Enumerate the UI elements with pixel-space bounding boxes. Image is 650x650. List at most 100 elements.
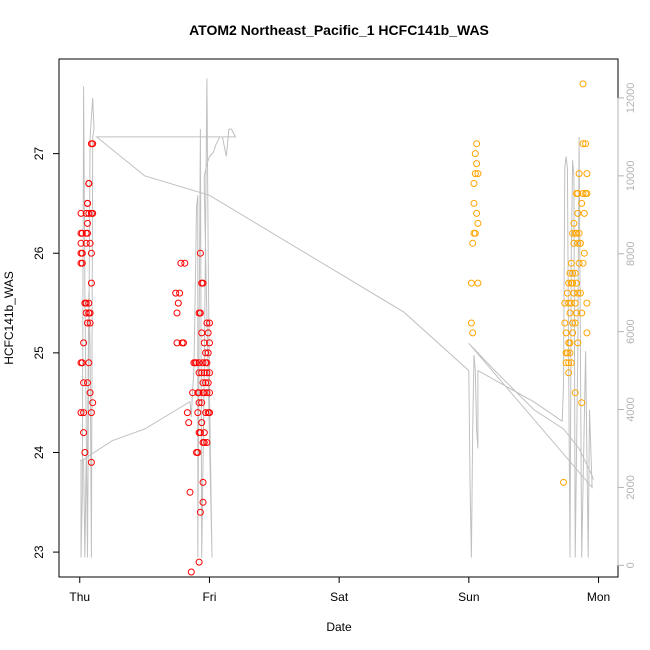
x-axis-label: Date — [326, 620, 352, 634]
data-point — [576, 239, 584, 247]
y2-tick-label: 4000 — [625, 397, 637, 421]
data-point — [574, 239, 582, 247]
y-tick-label: 27 — [32, 147, 46, 161]
data-point — [89, 140, 97, 148]
data-point — [206, 369, 213, 377]
data-point — [80, 409, 88, 417]
data-point — [565, 279, 573, 287]
data-point — [199, 279, 207, 287]
data-point — [82, 309, 90, 317]
data-point — [195, 369, 203, 377]
data-point — [176, 289, 184, 297]
y2-tick-label: 2000 — [625, 475, 637, 499]
data-point — [203, 319, 211, 327]
data-point — [200, 389, 208, 397]
y2-tick-label: 0 — [625, 562, 637, 568]
data-point — [82, 299, 90, 307]
data-point — [571, 389, 579, 397]
data-point — [578, 309, 586, 317]
data-point — [195, 558, 203, 566]
data-point — [202, 359, 210, 367]
data-point — [195, 389, 203, 397]
data-point — [85, 180, 93, 187]
data-point — [578, 199, 586, 207]
data-point — [198, 399, 206, 407]
data-point — [575, 229, 583, 237]
chart-title: ATOM2 Northeast_Pacific_1 HCFC141b_WAS — [189, 22, 489, 38]
data-point — [200, 429, 208, 437]
series-orange — [467, 80, 591, 486]
data-point — [81, 449, 89, 456]
data-point — [580, 209, 588, 217]
y-axis-right: 0 2000 4000 6000 8000 10000 12000 — [617, 83, 637, 568]
data-point — [86, 319, 94, 327]
data-point — [77, 209, 85, 217]
data-point — [571, 299, 579, 307]
data-point — [185, 419, 193, 427]
data-point — [571, 269, 579, 277]
data-point — [89, 399, 97, 407]
data-point — [195, 399, 203, 407]
data-point — [84, 219, 91, 227]
data-point — [196, 508, 204, 516]
data-point — [467, 319, 475, 327]
data-point — [566, 269, 574, 277]
data-point — [567, 259, 575, 267]
data-point — [565, 369, 573, 377]
data-point — [567, 299, 575, 307]
data-point — [582, 140, 590, 148]
data-point — [206, 389, 213, 397]
data-point — [196, 309, 204, 317]
data-point — [575, 170, 583, 178]
data-point — [87, 249, 95, 257]
data-point — [570, 219, 578, 227]
data-point — [569, 279, 577, 287]
data-point — [574, 289, 582, 297]
series-red — [77, 140, 213, 576]
data-point — [560, 478, 567, 486]
data-point — [200, 369, 208, 377]
data-point — [569, 319, 577, 327]
y-tick-label: 23 — [32, 545, 46, 559]
data-point — [180, 339, 187, 347]
data-point — [186, 488, 194, 496]
data-point — [174, 299, 182, 307]
data-point — [200, 339, 208, 347]
data-point — [206, 409, 213, 417]
data-point — [202, 349, 210, 357]
data-point — [583, 170, 591, 178]
x-tick-label: Sun — [458, 590, 479, 604]
data-point — [566, 349, 574, 357]
data-point — [199, 498, 207, 506]
y-tick-label: 26 — [32, 246, 46, 260]
data-point — [77, 409, 85, 417]
data-point — [571, 319, 579, 327]
data-point — [199, 379, 207, 387]
data-point — [82, 239, 90, 247]
data-point — [470, 199, 478, 207]
data-point — [583, 329, 591, 337]
data-point — [173, 309, 181, 317]
data-point — [78, 259, 86, 267]
data-point — [473, 140, 481, 148]
x-tick-label: Mon — [587, 590, 610, 604]
data-point — [206, 339, 213, 347]
data-point — [563, 349, 571, 357]
data-point — [204, 329, 212, 337]
data-point — [194, 449, 202, 456]
data-point — [87, 279, 95, 287]
data-point — [583, 190, 591, 197]
altitude-line-layer — [79, 78, 594, 558]
data-point — [565, 359, 573, 367]
y-axis-left: 23 24 25 26 27 — [32, 147, 60, 559]
data-point — [86, 309, 94, 317]
data-point — [202, 379, 210, 387]
data-point — [206, 319, 213, 327]
data-point — [85, 299, 93, 307]
data-point — [204, 379, 212, 387]
data-point — [177, 259, 185, 267]
data-point — [574, 190, 582, 197]
data-point — [573, 309, 580, 317]
y-tick-label: 24 — [32, 445, 46, 459]
data-point — [84, 199, 91, 207]
